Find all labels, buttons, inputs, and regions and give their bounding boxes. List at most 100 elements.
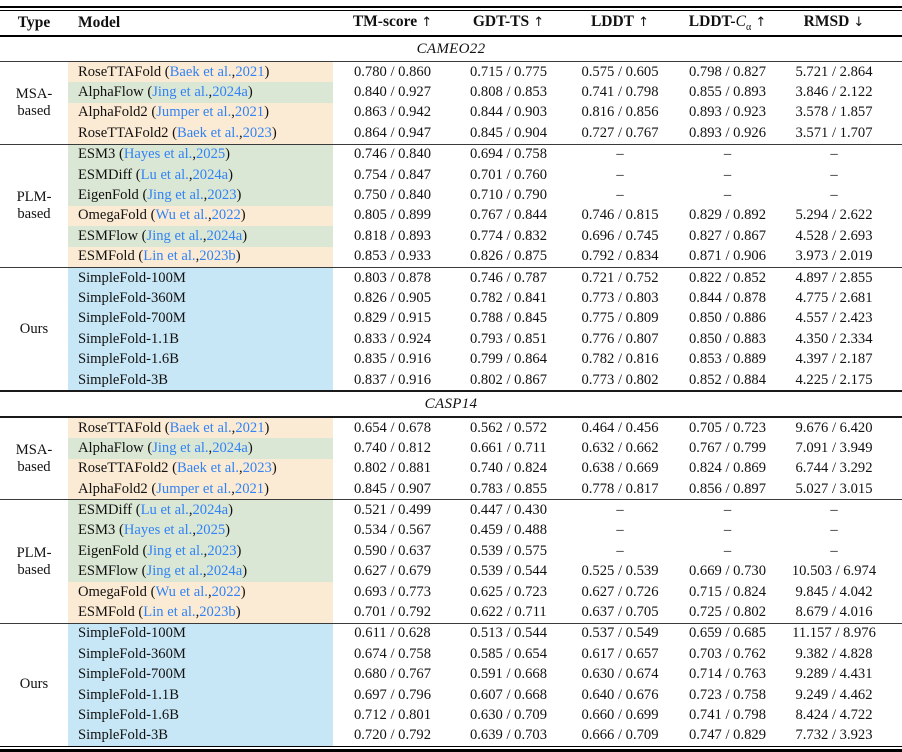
citation-link[interactable]: 2021 — [235, 63, 265, 80]
citation-comma: , — [208, 84, 213, 101]
metric-value: 0.835 / 0.916 — [353, 351, 432, 368]
model-cell: ESMFlow (Jing et al., 2024a) — [68, 226, 333, 247]
citation-link[interactable]: Wu et al. — [155, 207, 208, 224]
citation-comma: , — [238, 124, 243, 141]
citation-paren: ( — [115, 522, 124, 539]
model-name: AlphaFold2 — [78, 480, 148, 497]
metric-value: 0.747 / 0.829 — [688, 727, 767, 744]
citation-link[interactable]: Jing et al. — [152, 84, 209, 101]
citation-link[interactable]: 2025 — [195, 522, 226, 539]
citation-link[interactable]: Hayes et al. — [123, 146, 193, 163]
citation-link[interactable]: 2024a — [192, 166, 229, 183]
metric-value: 9.289 / 4.431 — [795, 666, 873, 683]
citation-link[interactable]: Jumper et al. — [156, 480, 232, 497]
metric-value: 0.845 / 0.904 — [469, 124, 548, 141]
metric-value: 0.826 / 0.875 — [469, 248, 548, 265]
column-header-type: Type — [17, 14, 51, 31]
citation-link[interactable]: Baek et al. — [169, 63, 232, 80]
citation-link[interactable]: Wu et al. — [155, 583, 208, 600]
metric-value: 3.571 / 1.707 — [795, 124, 873, 141]
metric-value: 0.669 / 0.730 — [688, 563, 767, 580]
model-name: SimpleFold-360M — [78, 645, 186, 662]
metric-value: 0.617 / 0.657 — [581, 645, 659, 662]
model-cell: SimpleFold-700M — [68, 664, 333, 685]
citation-link[interactable]: Jing et al. — [147, 542, 204, 559]
citation-link[interactable]: 2023 — [207, 542, 237, 559]
citation-link[interactable]: Lu et al. — [140, 502, 189, 519]
citation-comma: , — [188, 166, 193, 183]
table-row: RoseTTAFold2 (Baek et al., 2023) 0.802 / … — [68, 458, 902, 480]
citation-link[interactable]: 2024a — [192, 502, 229, 519]
citation-link[interactable]: Lin et al. — [143, 248, 196, 265]
metric-value: 0.725 / 0.802 — [688, 604, 767, 621]
citation-link[interactable]: 2023b — [199, 248, 236, 265]
metric-value: 0.680 / 0.767 — [353, 666, 432, 683]
citation-paren: ) — [271, 124, 277, 141]
citation-link[interactable]: 2021 — [234, 104, 265, 121]
citation-link[interactable]: 2024a — [206, 227, 243, 244]
citation-paren: ( — [115, 146, 124, 163]
metric-value: 0.534 / 0.567 — [353, 522, 432, 539]
metric-value: – — [723, 522, 732, 539]
metric-value: 0.464 / 0.456 — [581, 419, 659, 436]
citation-link[interactable]: 2021 — [235, 419, 265, 436]
citation-link[interactable]: 2024a — [212, 84, 248, 101]
citation-link[interactable]: Baek et al. — [176, 460, 239, 477]
metric-value: 0.856 / 0.897 — [688, 480, 767, 497]
divider-rule — [0, 61, 902, 62]
citation-link[interactable]: Jing et al. — [152, 439, 209, 456]
model-name: EigenFold — [78, 542, 139, 559]
metric-value: 0.639 / 0.703 — [469, 727, 548, 744]
citation-link[interactable]: Jing et al. — [146, 227, 203, 244]
citation-comma: , — [202, 227, 207, 244]
citation-link[interactable]: Lu et al. — [140, 166, 189, 183]
metric-value: 0.625 / 0.723 — [469, 583, 548, 600]
citation-paren: ( — [138, 563, 147, 580]
citation-link[interactable]: 2023 — [242, 124, 272, 141]
citation-comma: , — [192, 146, 196, 163]
metric-value: 8.679 / 4.016 — [795, 604, 873, 621]
citation-link[interactable]: 2021 — [234, 480, 265, 497]
citation-link[interactable]: Baek et al. — [169, 419, 232, 436]
model-name: SimpleFold-3B — [78, 727, 169, 744]
model-name: ESMFold — [78, 248, 135, 265]
model-cell: RoseTTAFold (Baek et al., 2021) — [68, 62, 333, 83]
metric-value: 0.808 / 0.853 — [469, 84, 548, 101]
metric-value: 0.632 / 0.662 — [581, 439, 659, 456]
citation-link[interactable]: 2024a — [206, 563, 243, 580]
metric-value: 0.627 / 0.679 — [353, 563, 432, 580]
citation-link[interactable]: 2025 — [195, 146, 226, 163]
model-name: ESMDiff — [78, 502, 133, 519]
citation-paren: ( — [134, 248, 144, 265]
citation-link[interactable]: 2023b — [199, 604, 236, 621]
metric-value: 3.578 / 1.857 — [795, 104, 873, 121]
citation-link[interactable]: Jing et al. — [146, 563, 203, 580]
citation-link[interactable]: Hayes et al. — [123, 522, 193, 539]
metric-value: 0.715 / 0.775 — [469, 63, 548, 80]
citation-link[interactable]: 2022 — [211, 207, 241, 224]
citation-link[interactable]: 2023 — [242, 460, 272, 477]
citation-link[interactable]: Lin et al. — [143, 604, 196, 621]
group-plm-based: PLM-based ESM3 (Hayes et al., 2025) 0.746 … — [0, 144, 902, 267]
metric-value: 0.840 / 0.927 — [353, 84, 432, 101]
citation-link[interactable]: Baek et al. — [176, 124, 239, 141]
divider-rule — [0, 416, 902, 418]
citation-link[interactable]: 2024a — [212, 439, 248, 456]
metric-value: 0.694 / 0.758 — [469, 146, 548, 163]
metric-value: 4.397 / 2.187 — [795, 351, 873, 368]
metric-value: 0.666 / 0.709 — [581, 727, 659, 744]
metric-value: 0.622 / 0.711 — [470, 604, 547, 621]
metric-value: 0.793 / 0.851 — [469, 330, 548, 347]
citation-link[interactable]: 2023 — [207, 187, 237, 204]
citation-link[interactable]: Jing et al. — [147, 187, 204, 204]
citation-paren: ( — [138, 542, 148, 559]
citation-comma: , — [207, 207, 212, 224]
citation-link[interactable]: 2022 — [211, 583, 241, 600]
model-cell: OmegaFold (Wu et al., 2022) — [68, 581, 333, 603]
metric-value: 0.782 / 0.816 — [581, 351, 659, 368]
model-name: SimpleFold-100M — [78, 269, 186, 286]
group-rows: SimpleFold-100M 0.611 / 0.628 0.513 / 0.54… — [68, 623, 902, 747]
citation-link[interactable]: Jumper et al. — [156, 104, 232, 121]
metric-value: – — [723, 187, 732, 204]
metric-value: 0.659 / 0.685 — [688, 625, 767, 642]
